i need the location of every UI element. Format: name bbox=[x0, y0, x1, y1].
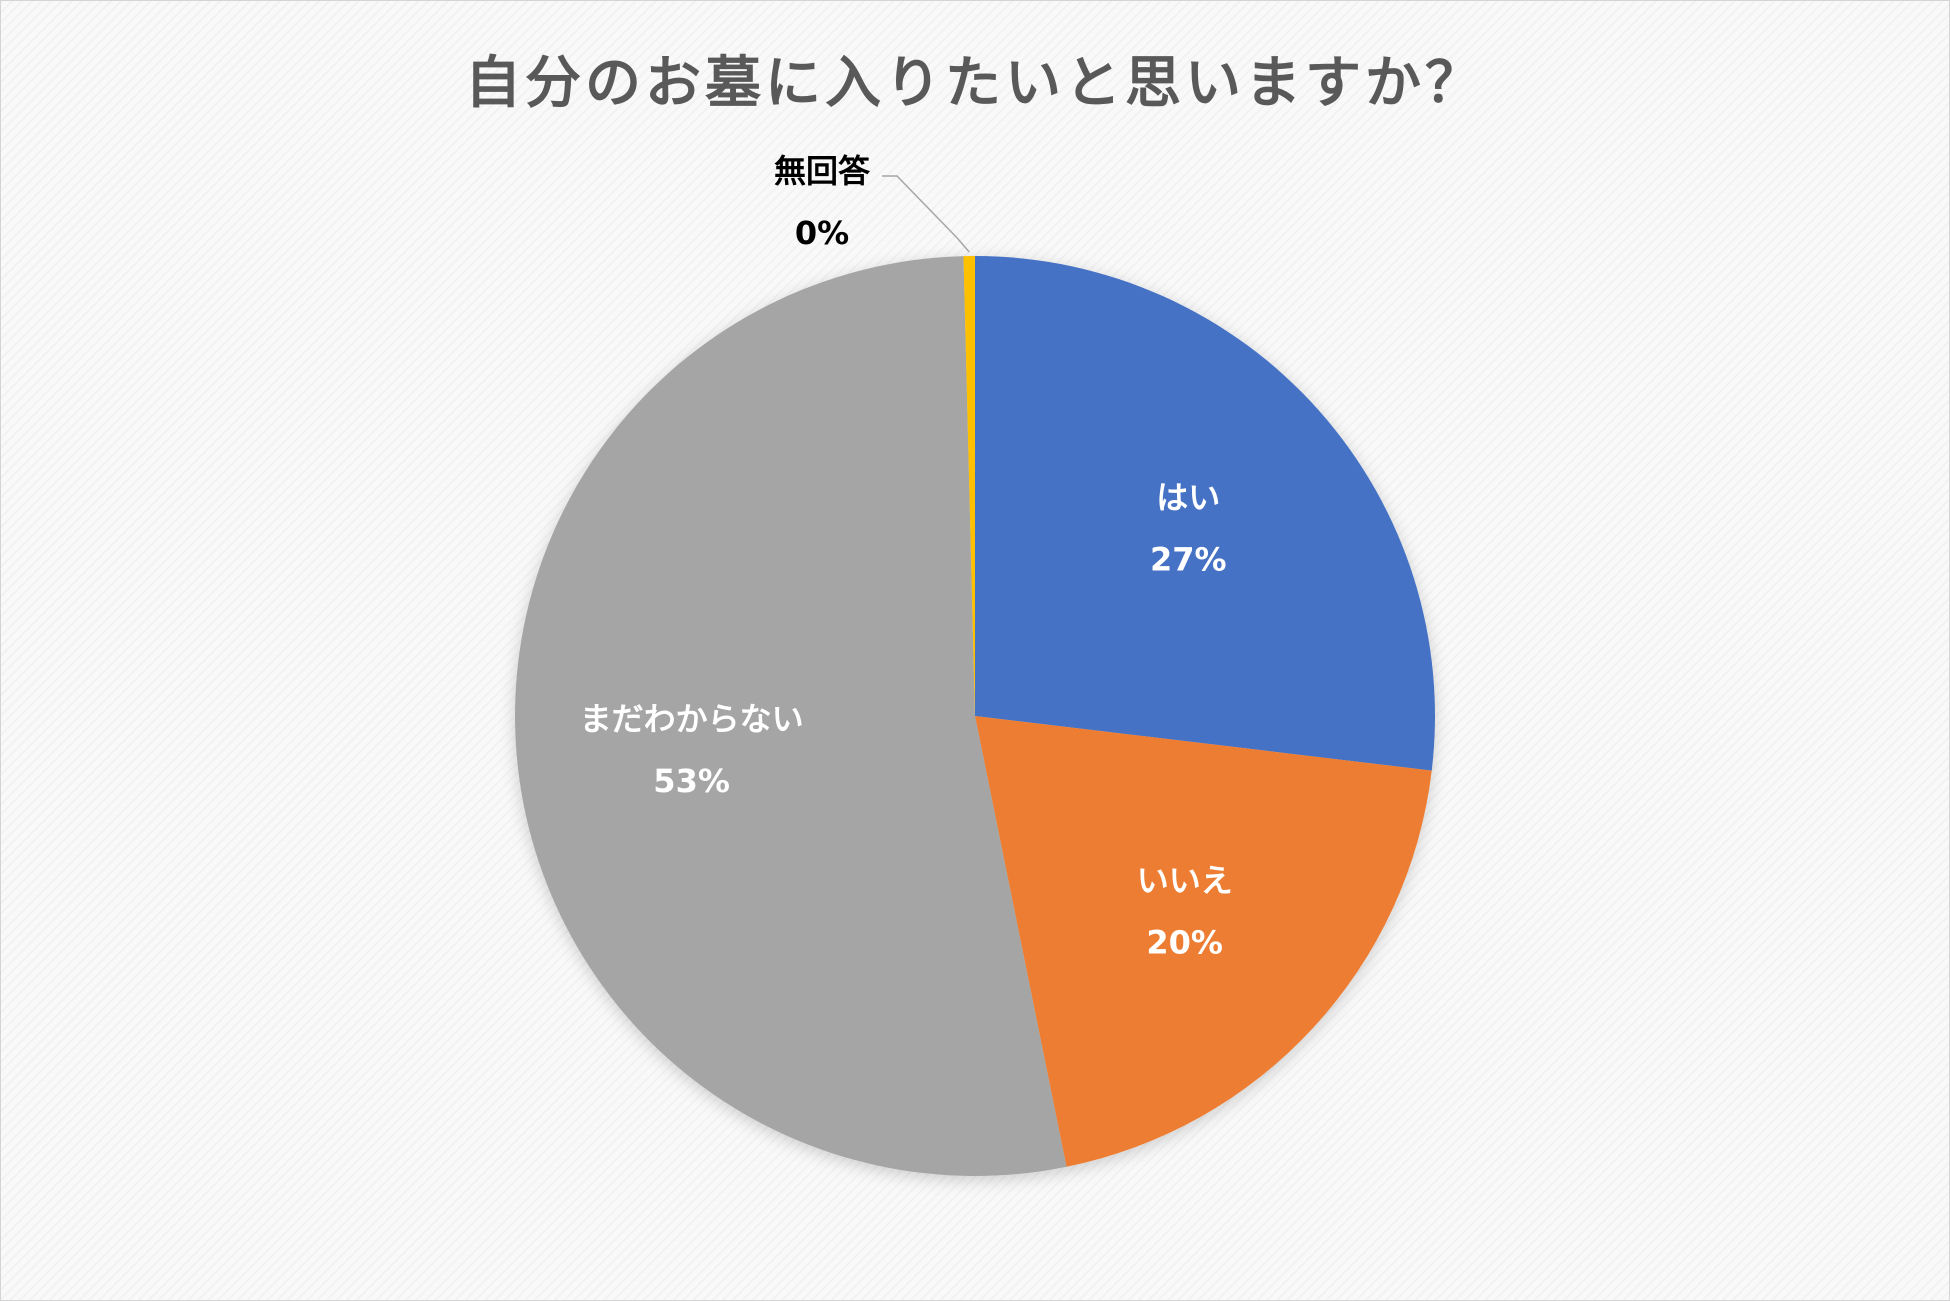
slice-hai bbox=[975, 256, 1435, 771]
slice-label: 無回答 bbox=[774, 152, 871, 190]
chart-title: 自分のお墓に入りたいと思いますか？ bbox=[465, 51, 1485, 116]
slice-iie bbox=[975, 716, 1432, 1167]
slice-value-label: 53% bbox=[653, 762, 730, 800]
slice-value-label: 27% bbox=[1150, 541, 1227, 579]
slice-label: いいえ bbox=[1137, 861, 1233, 899]
slice-label: はい bbox=[1156, 479, 1220, 517]
slice-mada-wakaranai bbox=[514, 256, 1067, 1176]
slice-value-label: 20% bbox=[1146, 923, 1223, 961]
slice-mukaitou bbox=[963, 256, 975, 716]
slice-label: まだわからない bbox=[580, 700, 804, 738]
leader-line bbox=[882, 175, 970, 253]
slice-value-label: 0% bbox=[795, 214, 849, 252]
